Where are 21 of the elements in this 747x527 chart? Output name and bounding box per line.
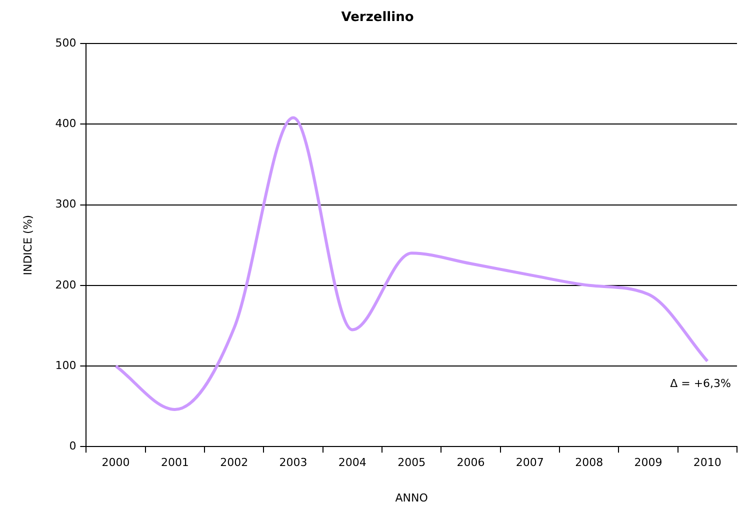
y-tick-label: 500 (55, 36, 76, 50)
y-tick-label: 0 (69, 439, 76, 452)
y-axis-title: INDICE (%) (21, 214, 34, 276)
x-tick-label: 2007 (516, 456, 544, 470)
chart-title: Verzellino (341, 10, 414, 26)
x-tick-label: 2005 (398, 456, 426, 470)
y-tick-label: 300 (55, 198, 76, 211)
x-tick-label: 2009 (634, 456, 662, 470)
x-tick-label: 2008 (575, 456, 604, 470)
annotation: Δ = +6,3% (670, 376, 731, 390)
y-tick-label: 200 (55, 278, 76, 292)
y-tick-label: 400 (55, 117, 76, 130)
x-tick-label: 2001 (160, 456, 189, 470)
x-axis-title: ANNO (395, 491, 428, 504)
x-tick-label: 2002 (220, 456, 248, 470)
x-tick-label: 2003 (279, 456, 308, 470)
x-tick-label: 2010 (693, 456, 722, 470)
x-tick-label: 2000 (102, 456, 130, 470)
y-tick-label: 100 (55, 358, 76, 372)
x-tick-label: 2006 (456, 456, 485, 470)
x-tick-label: 2004 (338, 456, 366, 470)
